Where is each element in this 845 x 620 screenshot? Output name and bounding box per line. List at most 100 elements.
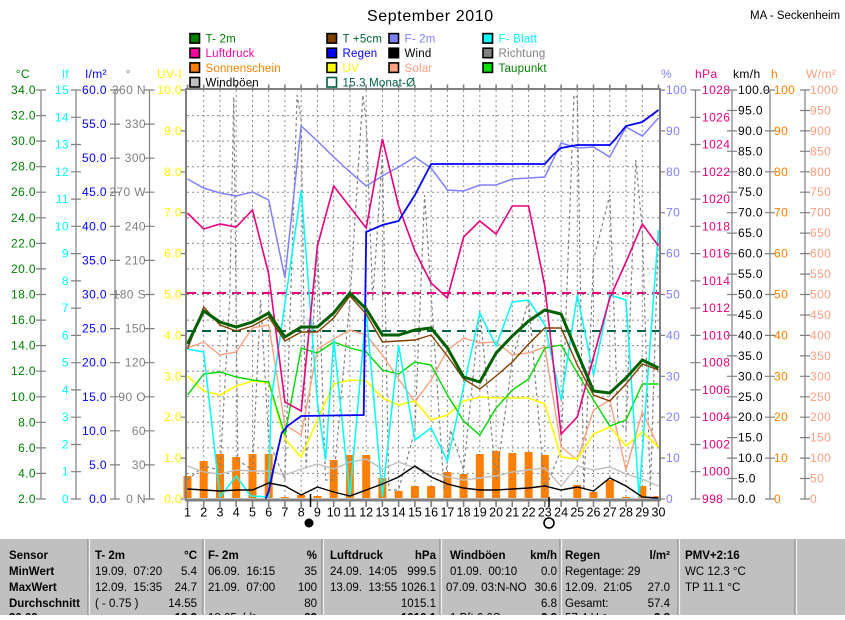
svg-text:70: 70 [666, 206, 680, 220]
svg-text:0 N: 0 N [126, 492, 146, 506]
svg-text:September 2010: September 2010 [367, 8, 494, 25]
svg-text:Regen: Regen [565, 550, 600, 562]
svg-text:8: 8 [298, 506, 305, 520]
svg-text:32.0: 32.0 [11, 109, 36, 123]
svg-text:14: 14 [392, 506, 406, 520]
svg-text:l/m²: l/m² [650, 550, 671, 562]
svg-text:F- Blatt: F- Blatt [499, 34, 538, 46]
svg-text:1016: 1016 [702, 247, 730, 261]
svg-text:65.0: 65.0 [738, 226, 763, 240]
svg-text:50: 50 [774, 288, 788, 302]
svg-text:hPa: hPa [695, 67, 718, 81]
svg-text:MaxWert: MaxWert [9, 582, 57, 594]
svg-text:Windböen: Windböen [450, 550, 505, 562]
svg-text:21: 21 [505, 506, 519, 520]
svg-text:Sonnenschein: Sonnenschein [206, 63, 281, 75]
svg-text:13: 13 [375, 506, 389, 520]
svg-text:1024: 1024 [702, 138, 730, 152]
svg-text:80.0: 80.0 [738, 165, 763, 179]
svg-text:Luftdruck: Luftdruck [206, 48, 255, 60]
svg-text:75.0: 75.0 [738, 185, 763, 199]
svg-text:34.0: 34.0 [11, 83, 36, 97]
svg-text:30.6: 30.6 [535, 582, 557, 594]
svg-text:250: 250 [810, 390, 831, 404]
svg-text:lf: lf [62, 67, 69, 81]
svg-text:100: 100 [666, 83, 687, 97]
svg-text:0: 0 [774, 492, 781, 506]
svg-text:90 O: 90 O [118, 390, 146, 404]
svg-text:°C: °C [16, 67, 30, 81]
svg-text:240: 240 [125, 219, 146, 233]
svg-text:100: 100 [774, 83, 795, 97]
svg-text:20: 20 [666, 410, 680, 424]
svg-text:17: 17 [440, 506, 454, 520]
svg-text:30: 30 [666, 369, 680, 383]
svg-text:10.0: 10.0 [11, 390, 36, 404]
svg-text:19: 19 [473, 506, 487, 520]
svg-text:h: h [771, 67, 778, 81]
svg-text:25.0: 25.0 [738, 390, 763, 404]
svg-text:15.0: 15.0 [82, 390, 107, 404]
svg-text:18.0: 18.0 [11, 288, 36, 302]
svg-text:TP 11.1 °C: TP 11.1 °C [685, 582, 740, 594]
svg-text:35.0: 35.0 [738, 349, 763, 363]
svg-text:800: 800 [810, 165, 831, 179]
svg-text:70: 70 [774, 206, 788, 220]
svg-text:Regentage: 29: Regentage: 29 [565, 566, 640, 578]
svg-text:1010: 1010 [702, 328, 730, 342]
svg-text:950: 950 [810, 104, 831, 118]
svg-text:330: 330 [125, 117, 146, 131]
svg-text:180 S: 180 S [113, 288, 146, 302]
svg-text:10: 10 [774, 451, 788, 465]
svg-text:60: 60 [132, 424, 146, 438]
svg-text:60: 60 [774, 247, 788, 261]
svg-text:6.0: 6.0 [164, 247, 182, 261]
svg-text:40.0: 40.0 [738, 328, 763, 342]
svg-text:300: 300 [125, 151, 146, 165]
svg-text:9: 9 [62, 247, 69, 261]
svg-text:15.0: 15.0 [738, 431, 763, 445]
svg-text:24: 24 [554, 506, 568, 520]
svg-text:06.09. 16:15: 06.09. 16:15 [208, 566, 275, 578]
svg-text:W/m²: W/m² [806, 67, 836, 81]
svg-text:0.0: 0.0 [738, 492, 756, 506]
svg-text:0.0: 0.0 [89, 492, 107, 506]
svg-text:1008: 1008 [702, 356, 730, 370]
svg-text:5.4: 5.4 [181, 566, 198, 578]
svg-text:40: 40 [774, 328, 788, 342]
svg-text:13.09. 13:55: 13.09. 13:55 [330, 582, 397, 594]
svg-text:4: 4 [62, 383, 69, 397]
svg-text:1015.1: 1015.1 [401, 598, 436, 610]
svg-text:13: 13 [55, 138, 69, 152]
svg-text:12.09. 15:35: 12.09. 15:35 [95, 582, 162, 594]
svg-text:80: 80 [774, 165, 788, 179]
svg-text:T- 2m: T- 2m [206, 34, 236, 46]
svg-text:T +5cm: T +5cm [343, 34, 383, 46]
svg-text:14.55: 14.55 [168, 598, 197, 610]
svg-text:25: 25 [570, 506, 584, 520]
svg-text:1000: 1000 [702, 465, 730, 479]
svg-text:450: 450 [810, 308, 831, 322]
svg-text:8.0: 8.0 [18, 415, 36, 429]
svg-text:( - 0.75 ): ( - 0.75 ) [95, 598, 139, 610]
svg-text:40.0: 40.0 [82, 219, 107, 233]
svg-text:20.0: 20.0 [738, 410, 763, 424]
svg-text:50: 50 [810, 472, 824, 486]
svg-text:5.0: 5.0 [89, 458, 107, 472]
svg-text:5: 5 [62, 356, 69, 370]
svg-text:90: 90 [666, 124, 680, 138]
svg-text:3: 3 [62, 410, 69, 424]
svg-text:7: 7 [281, 506, 288, 520]
svg-text:2.0: 2.0 [164, 410, 182, 424]
svg-text:10: 10 [55, 219, 69, 233]
svg-text:700: 700 [810, 206, 831, 220]
svg-text:4.0: 4.0 [18, 466, 36, 480]
svg-text:20: 20 [774, 410, 788, 424]
svg-text:45.0: 45.0 [82, 185, 107, 199]
svg-text:850: 850 [810, 144, 831, 158]
svg-text:1026.1: 1026.1 [401, 582, 436, 594]
svg-text:12.09. 21:05: 12.09. 21:05 [565, 582, 632, 594]
svg-text:60: 60 [666, 247, 680, 261]
svg-text:km/h: km/h [530, 550, 557, 562]
svg-text:6: 6 [62, 328, 69, 342]
